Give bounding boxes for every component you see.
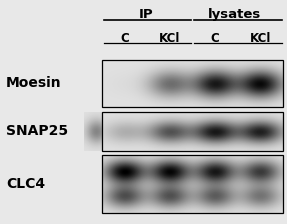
Text: Moesin: Moesin [6, 76, 62, 90]
Bar [102, 60, 283, 107]
Bar [102, 155, 283, 213]
Text: lysates: lysates [208, 8, 261, 21]
Text: SNAP25: SNAP25 [6, 124, 68, 138]
Text: C: C [211, 32, 220, 45]
Text: IP: IP [139, 8, 154, 21]
Bar [102, 112, 283, 151]
Text: C: C [120, 32, 129, 45]
Text: KCl: KCl [159, 32, 181, 45]
Text: KCl: KCl [250, 32, 271, 45]
Text: CLC4: CLC4 [6, 177, 45, 191]
